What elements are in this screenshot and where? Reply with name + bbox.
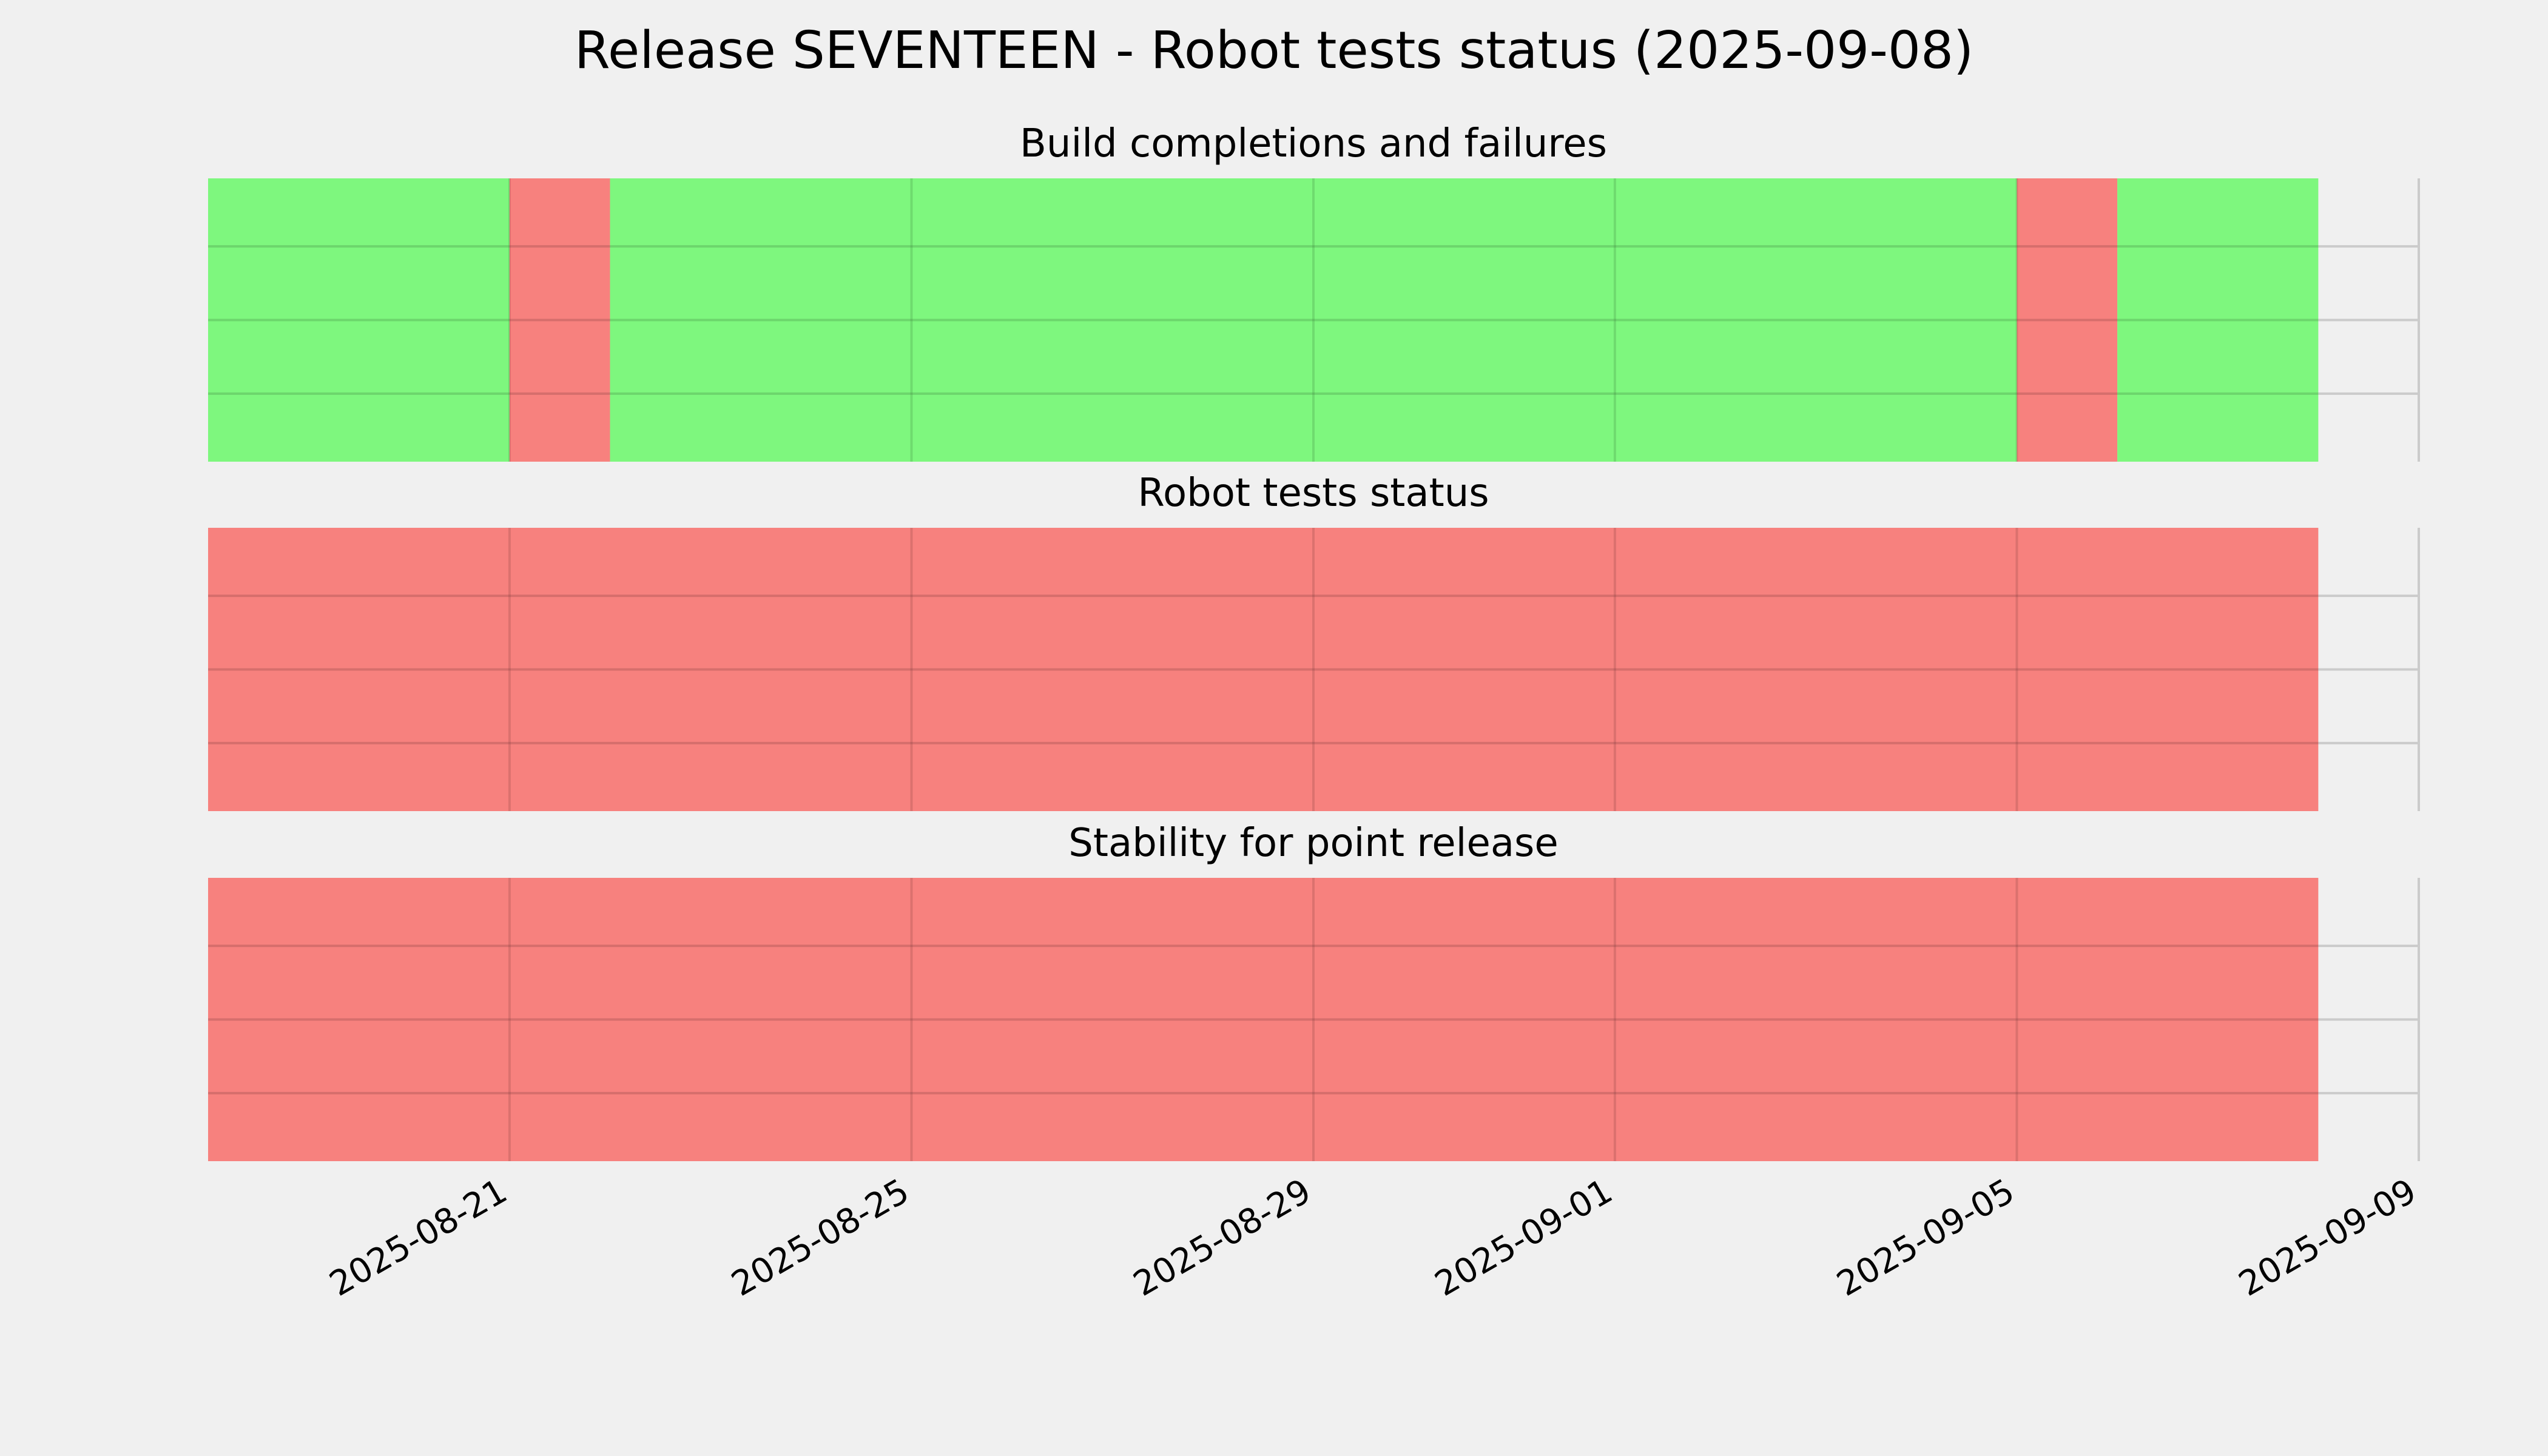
x-tick-label: 2025-08-21 xyxy=(323,1171,514,1304)
segment-fail xyxy=(208,878,2319,1161)
segment-pass xyxy=(208,178,510,462)
panel-2: Robot tests status xyxy=(208,471,2420,811)
panel-title: Build completions and failures xyxy=(1020,121,1607,166)
panel-title: Robot tests status xyxy=(1138,471,1489,516)
x-tick-label: 2025-09-09 xyxy=(2233,1171,2423,1304)
segment-fail xyxy=(2017,178,2118,462)
segment-fail xyxy=(208,528,2319,811)
segment-pass xyxy=(610,178,2017,462)
panel-3: Stability for point release xyxy=(208,821,2420,1161)
chart-title: Release SEVENTEEN - Robot tests status (… xyxy=(575,21,1973,81)
x-tick-label: 2025-08-25 xyxy=(725,1171,915,1304)
x-tick-label: 2025-09-05 xyxy=(1830,1171,2021,1304)
segment-pass xyxy=(2117,178,2319,462)
x-tick-label: 2025-09-01 xyxy=(1429,1171,1619,1304)
panels-group: Build completions and failures Robot test… xyxy=(208,121,2420,1161)
x-axis: 2025-08-21 2025-08-25 2025-08-29 2025-09-01… xyxy=(323,1171,2423,1304)
panel-1: Build completions and failures xyxy=(208,121,2420,462)
panel-title: Stability for point release xyxy=(1068,821,1559,866)
x-tick-label: 2025-08-29 xyxy=(1127,1171,1318,1304)
segment-fail xyxy=(509,178,610,462)
